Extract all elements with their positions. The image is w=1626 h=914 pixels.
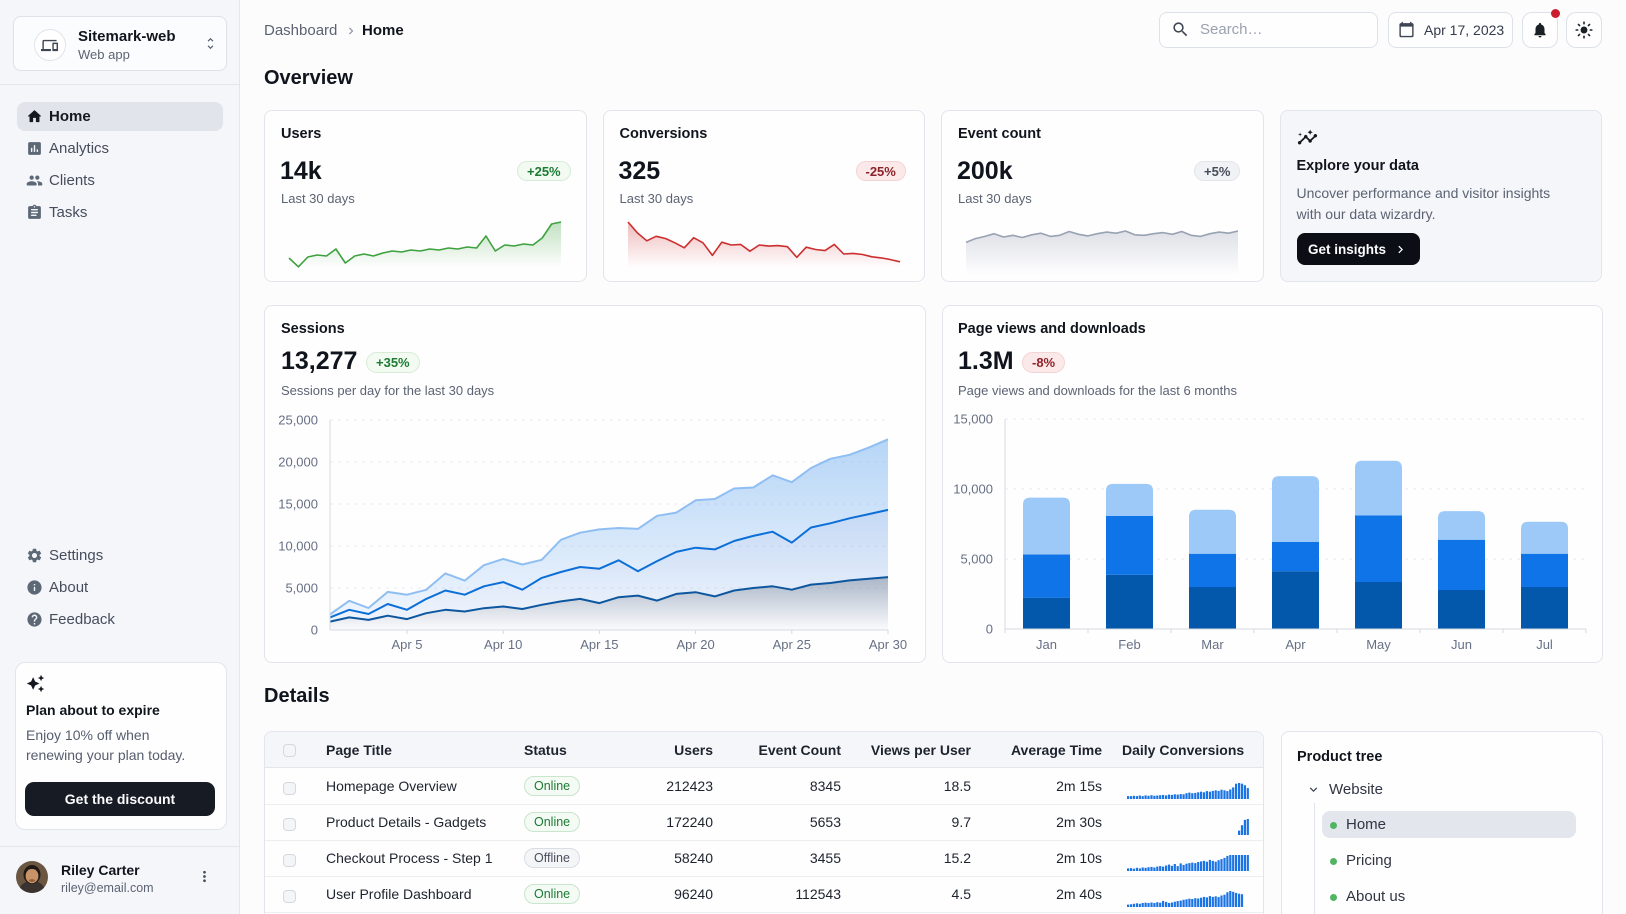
svg-text:5,000: 5,000 — [285, 581, 318, 596]
svg-text:Apr 10: Apr 10 — [484, 637, 522, 652]
svg-text:25,000: 25,000 — [278, 413, 318, 428]
svg-text:10,000: 10,000 — [953, 482, 993, 497]
svg-text:10,000: 10,000 — [278, 539, 318, 554]
svg-text:Jul: Jul — [1536, 637, 1553, 652]
svg-text:5,000: 5,000 — [960, 552, 993, 567]
svg-text:Feb: Feb — [1118, 637, 1140, 652]
svg-text:Apr 30: Apr 30 — [869, 637, 907, 652]
svg-text:0: 0 — [986, 622, 993, 637]
svg-text:20,000: 20,000 — [278, 455, 318, 470]
svg-text:Apr 5: Apr 5 — [391, 637, 422, 652]
svg-text:Apr 20: Apr 20 — [676, 637, 714, 652]
svg-text:May: May — [1366, 637, 1391, 652]
svg-text:Jun: Jun — [1451, 637, 1472, 652]
svg-text:Jan: Jan — [1036, 637, 1057, 652]
svg-text:15,000: 15,000 — [278, 497, 318, 512]
svg-text:Apr 15: Apr 15 — [580, 637, 618, 652]
svg-text:15,000: 15,000 — [953, 412, 993, 427]
svg-text:Apr: Apr — [1285, 637, 1306, 652]
svg-text:Apr 25: Apr 25 — [773, 637, 811, 652]
svg-text:0: 0 — [311, 623, 318, 638]
svg-text:Mar: Mar — [1201, 637, 1224, 652]
